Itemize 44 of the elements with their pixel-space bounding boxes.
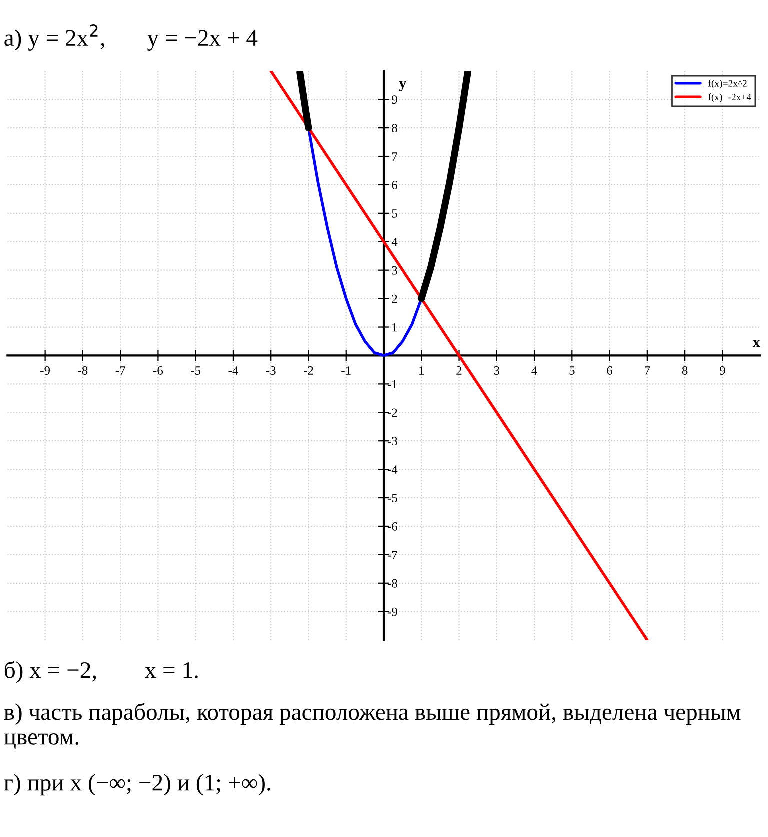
text: в) часть параболы, которая расположена выше прямой, выделена черным цветом.: [4, 703, 741, 750]
y-tick-label: -9: [388, 608, 398, 616]
x-tick-label: -4: [228, 366, 238, 375]
x-tick-label: 9: [720, 366, 726, 375]
y-tick-label: -1: [388, 380, 398, 389]
y-tick-label: 4: [392, 238, 398, 246]
x-axis-title: x: [752, 340, 760, 348]
y-tick-label: 7: [392, 152, 398, 161]
y-tick-label: -4: [388, 466, 398, 474]
x-tick-label: 1: [420, 366, 424, 375]
chart-title: а) y = 2x$^{2}$, y = −2x + 4: [4, 24, 258, 51]
x-tick-label: -3: [266, 366, 276, 375]
x-tick-label: -5: [191, 366, 201, 375]
text: б) x = −2, x = 1.: [4, 661, 198, 684]
x-tick-label: -6: [153, 366, 164, 375]
x-tick-label: 3: [494, 366, 500, 375]
y-tick-label: -7: [388, 551, 398, 560]
y-tick-label: 1: [392, 323, 398, 332]
legend-label: f(x)=-2x+4: [708, 94, 752, 103]
x-tick-label: 4: [532, 366, 538, 375]
x-tick-label: -2: [304, 366, 314, 375]
y-tick-label: -8: [388, 579, 398, 588]
x-tick-label: -9: [40, 366, 50, 375]
y-tick-label: -6: [388, 522, 398, 531]
y-tick-label: 3: [392, 266, 398, 275]
x-tick-label: -1: [342, 366, 351, 375]
legend-label: f(x)=2x^2: [708, 80, 747, 89]
x-tick-label: 7: [645, 366, 650, 375]
x-tick-label: 6: [607, 366, 613, 375]
y-tick-label: -5: [388, 494, 398, 502]
x-tick-label: 5: [570, 366, 575, 375]
y-tick-label: 5: [392, 210, 398, 218]
x-tick-label: -8: [78, 366, 88, 375]
y-tick-label: 8: [392, 124, 398, 133]
x-tick-label: 2: [456, 366, 462, 375]
x-tick-label: -7: [116, 366, 126, 375]
text: г) при x (−∞; −2) и (1; +∞).: [4, 774, 270, 796]
y-tick-label: -3: [388, 437, 398, 446]
y-axis-title: y: [399, 81, 407, 92]
x-tick-label: 8: [682, 366, 688, 375]
y-tick-label: 6: [392, 181, 398, 190]
y-tick-label: -2: [388, 408, 398, 417]
y-tick-label: 2: [392, 294, 398, 304]
y-tick-label: 9: [392, 96, 398, 104]
